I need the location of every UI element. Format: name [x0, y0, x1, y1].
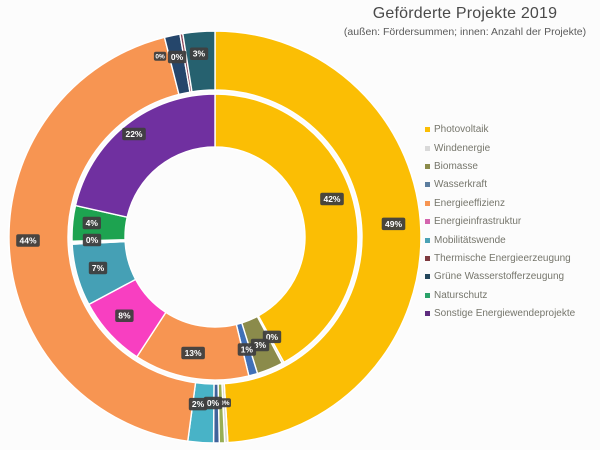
legend-item-thermische-energieerzeugung[interactable]: Thermische Energieerzeugung	[425, 252, 575, 266]
data-label: 44%	[16, 234, 40, 247]
legend-swatch-icon	[425, 274, 430, 280]
legend-item-label: Biomasse	[434, 161, 478, 173]
legend-swatch-icon	[425, 256, 430, 262]
data-label: 3%	[189, 47, 209, 60]
legend-swatch-icon	[425, 292, 430, 298]
data-label: 42%	[320, 192, 344, 206]
data-label: 1%	[237, 343, 257, 356]
slice-inner-sonstige-energiewendeprojekte[interactable]	[74, 93, 216, 218]
legend-swatch-icon	[425, 127, 430, 133]
legend-item-label: Sonstige Energiewendeprojekte	[434, 308, 576, 320]
svg-text:7%: 7%	[92, 263, 105, 273]
legend-swatch-icon	[425, 237, 430, 243]
svg-text:3%: 3%	[254, 340, 267, 350]
svg-text:49%: 49%	[385, 219, 402, 229]
data-label: 0%	[203, 396, 223, 410]
slice-outer-energieeffizienz[interactable]	[8, 36, 197, 442]
legend-item-label: Energieinfrastruktur	[434, 216, 522, 228]
chart-subtitle: (außen: Fördersummen; innen: Anzahl der …	[343, 26, 587, 38]
slice-inner-photovoltaik[interactable]	[214, 93, 359, 364]
data-label: 49%	[381, 217, 406, 231]
legend-swatch-icon	[425, 164, 430, 170]
svg-text:3%: 3%	[193, 49, 206, 59]
data-label: 2%	[188, 397, 208, 411]
data-label: 8%	[115, 309, 134, 322]
svg-text:1%: 1%	[241, 345, 254, 355]
legend-swatch-icon	[425, 145, 430, 151]
svg-text:0%: 0%	[155, 53, 165, 60]
svg-text:0%: 0%	[220, 400, 230, 407]
legend-item-sonstige-energiewendeprojekte[interactable]: Sonstige Energiewendeprojekte	[425, 307, 575, 321]
svg-text:42%: 42%	[323, 194, 340, 204]
legend-swatch-icon	[425, 311, 430, 317]
legend-item-label: Naturschutz	[434, 289, 488, 301]
svg-text:0%: 0%	[171, 52, 184, 62]
slice-outer-photovoltaik[interactable]	[214, 30, 422, 444]
legend-item-label: Grüne Wasserstofferzeugung	[434, 271, 565, 283]
legend-item-label: Energieeffizienz	[434, 197, 505, 209]
legend-item-label: Wasserkraft	[434, 179, 487, 191]
slice-outer-gr-ne-wasserstofferzeugung[interactable]	[182, 30, 216, 93]
svg-text:0%: 0%	[207, 398, 220, 408]
svg-text:4%: 4%	[86, 218, 99, 228]
svg-text:0%: 0%	[266, 332, 279, 342]
svg-text:8%: 8%	[118, 311, 131, 321]
legend-item-naturschutz[interactable]: Naturschutz	[425, 289, 575, 303]
legend-item-energieinfrastruktur[interactable]: Energieinfrastruktur	[425, 215, 575, 229]
legend-item-label: Thermische Energieerzeugung	[434, 253, 571, 265]
legend-item-gr-ne-wasserstofferzeugung[interactable]: Grüne Wasserstofferzeugung	[425, 270, 575, 284]
legend-item-wasserkraft[interactable]: Wasserkraft	[425, 178, 575, 192]
legend-swatch-icon	[425, 200, 430, 206]
legend-item-windenergie[interactable]: Windenergie	[425, 141, 575, 155]
legend-item-label: Mobilitätswende	[434, 234, 506, 246]
data-label: 0%	[153, 51, 167, 61]
data-label: 22%	[122, 127, 146, 141]
chart-header: Geförderte Projekte 2019 (außen: Förders…	[330, 5, 600, 38]
legend-item-mobilit-tswende[interactable]: Mobilitätswende	[425, 233, 575, 247]
data-label: 0%	[167, 50, 187, 64]
legend: Photovoltaik Windenergie Biomasse Wasserkra…	[425, 123, 575, 325]
legend-item-label: Windenergie	[434, 142, 491, 154]
data-label: 4%	[82, 216, 101, 230]
svg-text:44%: 44%	[20, 236, 37, 246]
legend-swatch-icon	[425, 219, 430, 225]
data-label: 13%	[181, 346, 205, 360]
legend-swatch-icon	[425, 182, 430, 188]
chart-title: Geförderte Projekte 2019	[372, 5, 558, 22]
svg-text:2%: 2%	[192, 399, 205, 409]
data-label: 0%	[82, 233, 102, 247]
data-label: 7%	[88, 261, 108, 275]
legend-item-biomasse[interactable]: Biomasse	[425, 160, 575, 174]
svg-text:13%: 13%	[185, 348, 202, 358]
svg-text:22%: 22%	[125, 129, 142, 139]
legend-item-photovoltaik[interactable]: Photovoltaik	[425, 123, 575, 137]
legend-item-label: Photovoltaik	[434, 124, 489, 136]
svg-text:0%: 0%	[86, 235, 99, 245]
legend-item-energieeffizienz[interactable]: Energieeffizienz	[425, 197, 575, 211]
